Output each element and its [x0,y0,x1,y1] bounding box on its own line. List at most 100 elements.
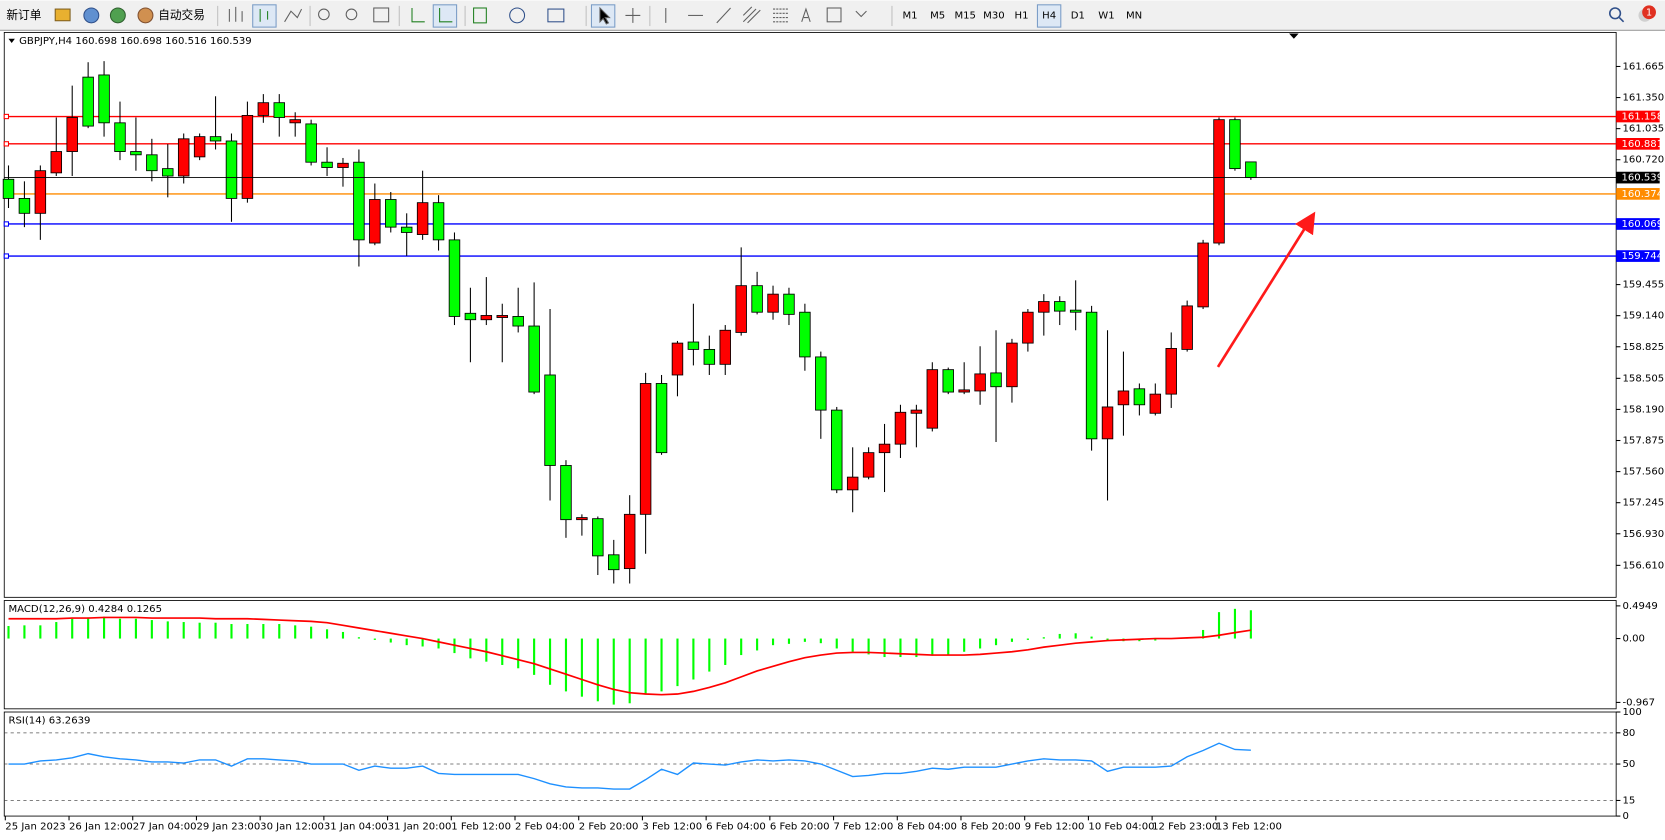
level-handle [3,221,10,227]
macd-bar [501,638,504,665]
search-icon[interactable] [1608,7,1622,20]
candle-body [1245,161,1257,179]
auto-trading-button[interactable]: 自动交易 [158,8,205,22]
line-icon[interactable] [284,8,303,23]
icon [109,7,126,24]
candle-body [289,119,301,124]
macd-bar [612,638,615,705]
annotation-arrow [1216,211,1316,368]
x-tick-label: 29 Jan 23:00 [196,822,260,833]
macd-bar [533,638,536,675]
macd-bar [1010,638,1014,642]
macd-bar [947,638,950,656]
candle-body [1069,309,1082,313]
rsi-value: 63.2639 [49,716,91,727]
shift-icon[interactable] [439,7,453,23]
timeframe-button[interactable]: M15 [954,10,976,21]
candle-body [496,315,508,318]
candle-body [1181,305,1193,350]
macd-bar [676,638,679,687]
level-handle [3,253,10,259]
candle-body [432,202,445,241]
menu-triangle [8,38,15,44]
indicator-name: MACD(12,26,9) [8,604,85,615]
shift-icon-pressed[interactable] [432,4,458,28]
timeframe-button[interactable]: H1 [1015,10,1029,21]
candle-body [735,285,747,333]
candle-body [862,452,875,478]
y-tick-label: 0.00 [1623,634,1645,645]
indicators-icon[interactable] [473,7,487,24]
macd-bar [118,618,122,639]
macd-bar [421,638,424,647]
timeframe-button[interactable]: W1 [1098,10,1114,21]
candle-body [98,74,110,124]
text-icon[interactable] [801,7,811,22]
macd-bar [708,638,711,672]
signal-line [8,616,1252,696]
x-tick-label: 31 Jan 04:00 [324,822,388,833]
candle-body [990,372,1002,388]
macd-bar [214,622,217,639]
candle-body [2,178,15,199]
timeframe-button[interactable]: H4 [1042,10,1056,21]
timeframe-button[interactable]: D1 [1071,10,1085,21]
x-tick-label: 27 Jan 04:00 [133,822,197,833]
candle-body [241,114,254,199]
candle-body [512,316,524,327]
candle-icon[interactable] [259,9,269,22]
y-tick-label: 50 [1623,759,1636,770]
macd-bar [979,638,982,649]
y-tick-label: 0 [1623,811,1629,822]
candle-body [1197,242,1209,308]
macd-bar [596,638,599,702]
templates-icon[interactable] [547,8,565,23]
toolbar [0,0,1665,31]
fibo-icon[interactable] [773,8,788,23]
tile-icon[interactable] [373,7,390,23]
timeframe-button[interactable]: M1 [902,10,917,21]
crosshair-icon[interactable] [625,7,641,23]
y-tick-label: 157.245 [1623,498,1665,509]
macd-bar [1090,636,1093,639]
level-tag [1616,218,1660,230]
cursor-icon[interactable] [599,6,611,25]
macd-value: 0.4284 [88,604,123,615]
timeframe-button[interactable]: M30 [983,10,1005,21]
notification-badge[interactable] [1642,5,1656,20]
x-tick-label: 30 Jan 12:00 [260,822,324,833]
zoom-out-icon[interactable] [345,8,358,21]
new-order-button[interactable]: 新订单 [1,4,48,27]
label-icon[interactable] [826,7,842,23]
bar-chart-icon[interactable] [228,6,243,22]
periods-icon[interactable] [509,7,526,24]
candle-body [608,554,620,571]
trendline-icon[interactable] [716,7,731,24]
candle-icon-pressed[interactable] [252,4,277,28]
timeframe-button[interactable]: M5 [930,10,945,21]
x-tick-label: 31 Jan 20:00 [388,822,452,833]
arrows-icon[interactable] [855,10,867,18]
candle-body [448,239,461,317]
macd-bar [724,638,727,665]
macd-bar [246,624,249,639]
candle-body [1229,119,1241,170]
zoom-in-icon[interactable] [318,8,330,21]
y-tick-label: 100 [1623,707,1642,718]
candle-body [703,348,716,365]
macd-bar [660,638,663,692]
candle-body [926,369,939,429]
macd-bar [883,638,886,658]
y-tick-label: 161.665 [1623,61,1665,72]
y-tick-label: 158.190 [1623,404,1665,415]
candle-body [34,170,47,214]
macd-bar [835,638,838,649]
autoscroll-icon[interactable] [411,7,425,23]
candle-body [1117,390,1130,406]
macd-bar [325,629,329,639]
candle-body [958,389,970,393]
candle-body [353,161,365,241]
timeframe-button[interactable]: MN [1126,10,1142,21]
macd-bar [405,638,408,646]
channel-icon[interactable] [742,6,761,24]
